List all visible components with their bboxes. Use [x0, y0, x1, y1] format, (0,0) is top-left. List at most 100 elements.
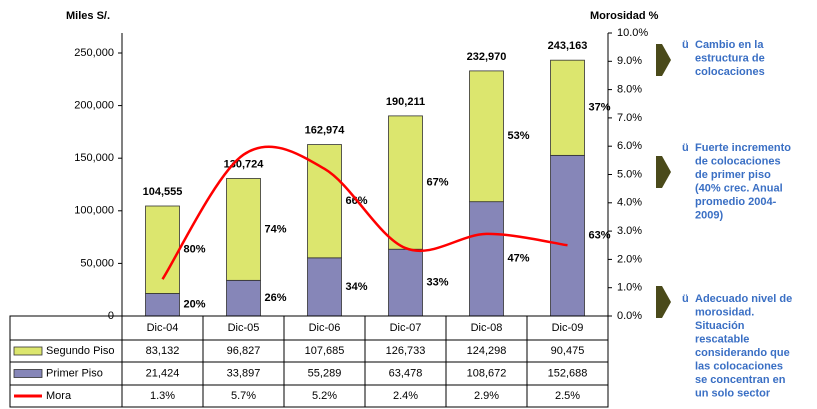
- y2-tick-label: 10.0%: [617, 27, 648, 39]
- table-cell: 5.7%: [231, 390, 256, 402]
- table-cell: 21,424: [146, 367, 180, 379]
- y2-tick-label: 3.0%: [617, 225, 642, 237]
- bar: [226, 279, 261, 317]
- arrows: [656, 44, 671, 318]
- share-label: 34%: [346, 281, 368, 293]
- y2-axis-label: Morosidad %: [590, 10, 659, 22]
- y2-tick-label: 5.0%: [617, 168, 642, 180]
- y2-tick-label: 0.0%: [617, 310, 642, 322]
- y2-tick-label: 7.0%: [617, 112, 642, 124]
- share-label: 37%: [589, 102, 611, 114]
- note-text: Cambio en la: [695, 39, 764, 51]
- table-cell: 2.9%: [474, 390, 499, 402]
- y-tick-label: 50,000: [80, 257, 114, 269]
- share-label: 33%: [427, 277, 449, 289]
- note-bullet: ü: [682, 142, 689, 154]
- bar: [226, 178, 261, 281]
- legend-label: Segundo Piso: [46, 345, 115, 357]
- share-label: 67%: [427, 176, 449, 188]
- table-cell: 55,289: [308, 367, 342, 379]
- table-cell: 83,132: [146, 345, 180, 357]
- share-label: 20%: [184, 299, 206, 311]
- total-label: 130,724: [224, 158, 265, 170]
- total-label: 104,555: [143, 186, 183, 198]
- share-label: 26%: [265, 292, 287, 304]
- x-tick-label: Dic-06: [309, 322, 341, 334]
- note-text: morosidad.: [695, 306, 754, 318]
- share-label: 63%: [589, 230, 611, 242]
- arrow: [656, 286, 671, 318]
- table-cell: 108,672: [467, 367, 507, 379]
- total-label: 162,974: [305, 124, 346, 136]
- legend-label: Mora: [46, 390, 72, 402]
- table-cell: 1.3%: [150, 390, 175, 402]
- table-cell: 63,478: [389, 367, 423, 379]
- note-bullet: ü: [682, 293, 689, 305]
- bar: [307, 257, 342, 317]
- y-tick-label: 200,000: [74, 99, 114, 111]
- arrow: [656, 44, 671, 76]
- y2-tick-label: 8.0%: [617, 84, 642, 96]
- bar: [145, 293, 180, 317]
- note-text: promedio 2004-: [695, 196, 777, 208]
- y2-tick-label: 6.0%: [617, 140, 642, 152]
- line: [161, 145, 568, 280]
- note-bullet: ü: [682, 39, 689, 51]
- y-tick-label: 150,000: [74, 152, 114, 164]
- x-tick-label: Dic-08: [471, 322, 503, 334]
- y2-tick-label: 1.0%: [617, 282, 642, 294]
- share-label: 80%: [184, 244, 206, 256]
- table-cell: 2.5%: [555, 390, 580, 402]
- total-label: 243,163: [548, 40, 588, 52]
- bar: [388, 115, 423, 250]
- table-cell: 124,298: [467, 345, 507, 357]
- y-axis-label: Miles S/.: [66, 10, 110, 22]
- bar: [550, 154, 585, 317]
- note-text: 2009): [695, 209, 723, 221]
- table-cell: 107,685: [305, 345, 345, 357]
- bar: [469, 70, 504, 203]
- table-cell: 33,897: [227, 367, 261, 379]
- legend-swatch: [13, 346, 43, 356]
- bar: [388, 248, 423, 317]
- note-text: (40% crec. Anual: [695, 182, 783, 194]
- total-label: 190,211: [386, 96, 425, 108]
- note-text: un solo sector: [695, 387, 771, 399]
- share-label: 47%: [508, 253, 530, 265]
- table-cell: 2.4%: [393, 390, 418, 402]
- y2-tick-label: 2.0%: [617, 253, 642, 265]
- legend-label: Primer Piso: [46, 367, 103, 379]
- note-text: colocaciones: [695, 66, 765, 78]
- table-cell: 126,733: [386, 345, 426, 357]
- note-text: estructura de: [695, 52, 765, 64]
- y2-tick-label: 4.0%: [617, 197, 642, 209]
- y-tick-label: 250,000: [74, 47, 114, 59]
- bar: [145, 205, 180, 294]
- note-text: de colocaciones: [695, 155, 781, 167]
- y2-tick-label: 9.0%: [617, 55, 642, 67]
- x-tick-label: Dic-05: [228, 322, 260, 334]
- x-tick-label: Dic-07: [390, 322, 422, 334]
- x-tick-label: Dic-04: [147, 322, 179, 334]
- note-text: rescatable: [695, 333, 749, 345]
- legend-swatch: [13, 369, 43, 378]
- table-cell: 5.2%: [312, 390, 337, 402]
- note-text: se concentran en: [695, 374, 786, 386]
- share-label: 53%: [508, 130, 530, 142]
- table-cell: 152,688: [548, 367, 588, 379]
- note-text: Fuerte incremento: [695, 142, 791, 154]
- table-cell: 96,827: [227, 345, 261, 357]
- note-text: considerando que: [695, 347, 790, 359]
- share-label: 74%: [265, 223, 287, 235]
- note-text: Situación: [695, 320, 745, 332]
- arrow: [656, 156, 671, 188]
- bar: [469, 201, 504, 317]
- y-tick-label: 100,000: [74, 205, 114, 217]
- bar: [550, 59, 585, 156]
- note-text: Adecuado nivel de: [695, 293, 792, 305]
- note-text: de primer piso: [695, 169, 771, 181]
- total-label: 232,970: [467, 51, 507, 63]
- note-text: las colocaciones: [695, 360, 783, 372]
- x-tick-label: Dic-09: [552, 322, 584, 334]
